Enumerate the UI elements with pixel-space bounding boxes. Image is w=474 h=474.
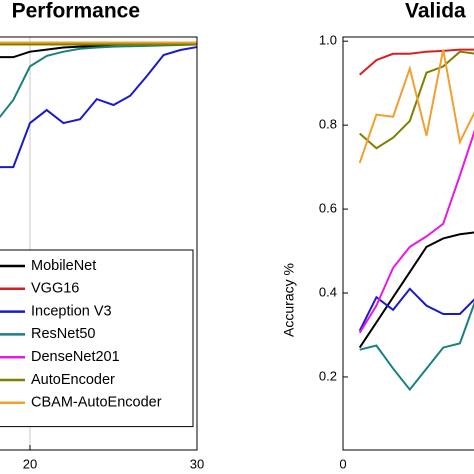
y-tick-label: 0.8: [319, 117, 337, 132]
legend-label: VGG16: [31, 281, 79, 297]
legend-label: ResNet50: [31, 326, 95, 342]
legend-label: MobileNet: [31, 258, 96, 274]
line-series: [359, 48, 474, 76]
x-tick-label: 20: [23, 456, 37, 471]
y-tick-label: 0.4: [319, 284, 337, 299]
legend-label: DenseNet201: [31, 349, 120, 365]
legend-label: AutoEncoder: [31, 372, 115, 388]
line-series: [358, 287, 474, 332]
legend-label: Inception V3: [31, 303, 112, 319]
line-series: [358, 49, 474, 164]
chart-title: Valida: [405, 0, 466, 23]
x-tick-label: 30: [190, 456, 204, 471]
y-tick-label: 1.0: [319, 33, 337, 48]
plot-frame: [342, 36, 474, 451]
y-tick-label: 0.6: [319, 201, 337, 216]
line-series: [359, 50, 474, 150]
y-axis-label: Accuracy %: [281, 263, 297, 337]
line-series: [358, 231, 474, 349]
line-series: [358, 129, 474, 334]
legend-label: CBAM-AutoEncoder: [31, 395, 162, 411]
line-series: [359, 301, 474, 392]
chart-title: Performance: [12, 0, 140, 23]
y-tick-label: 0.2: [319, 368, 337, 383]
plot-frame: [0, 36, 198, 451]
line-series: [0, 46, 198, 169]
legend-box: [0, 249, 194, 428]
x-tick-label: 0: [339, 456, 346, 471]
